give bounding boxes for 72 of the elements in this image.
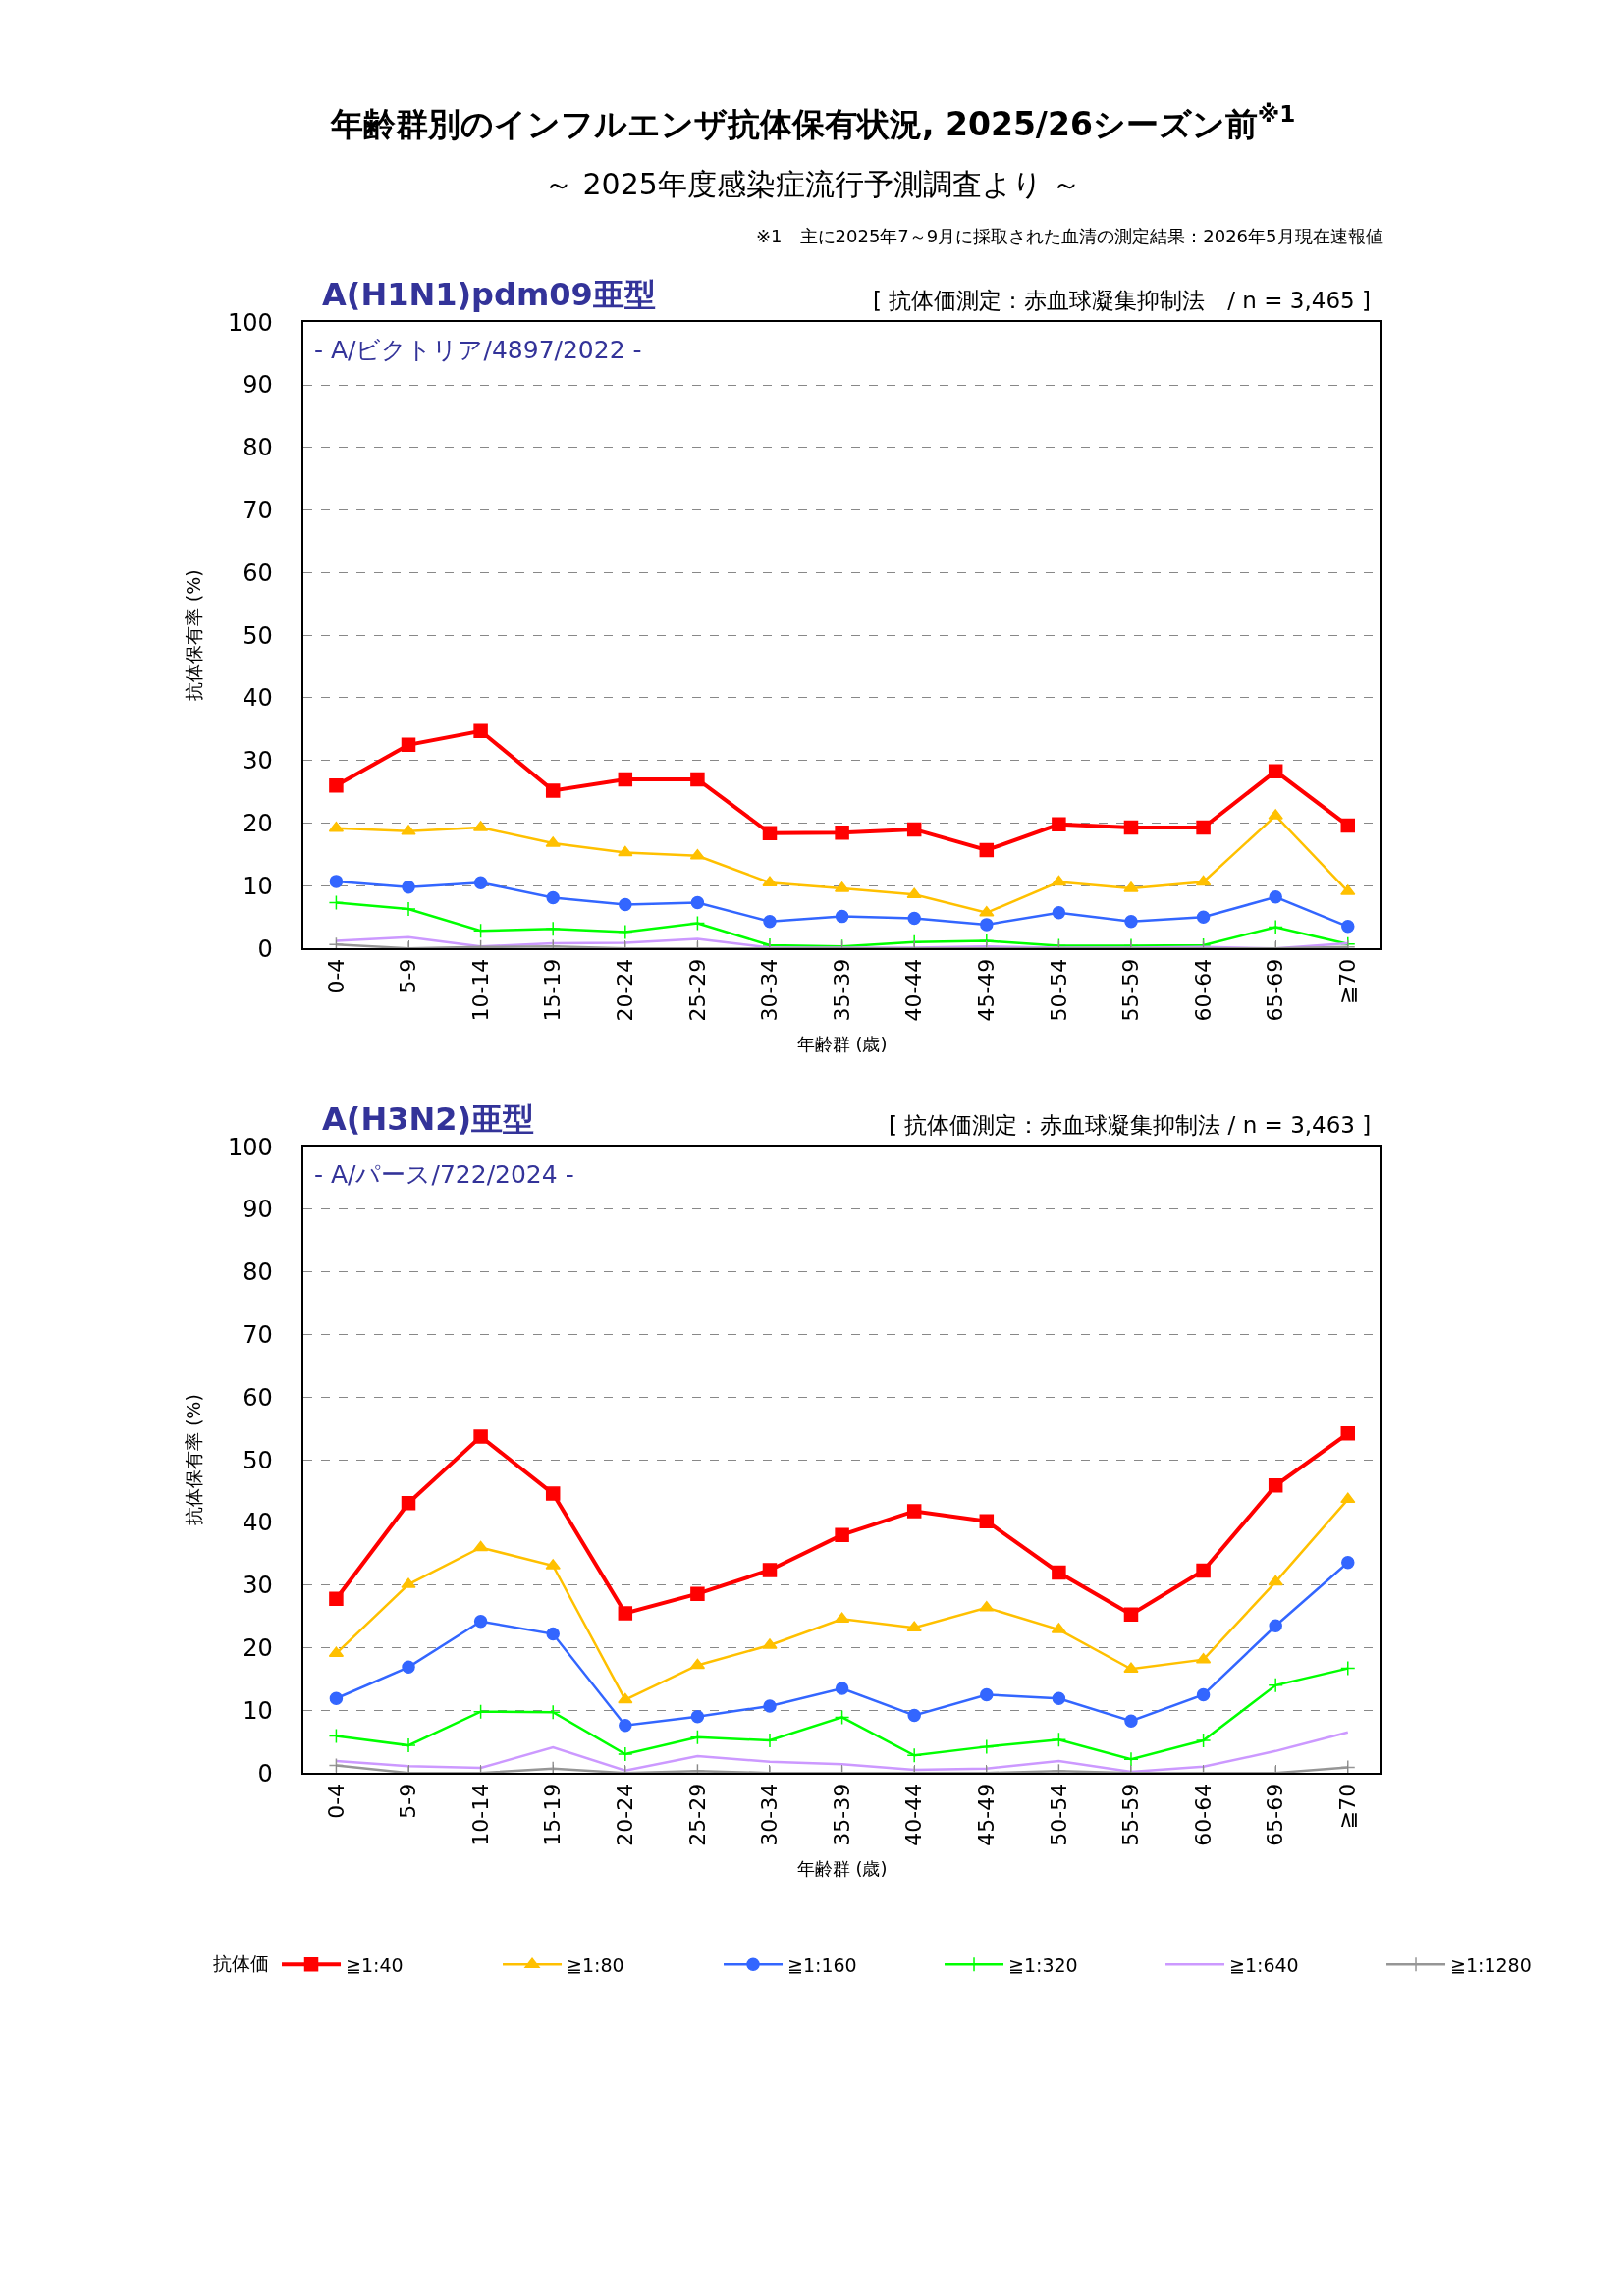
x-tick-label: 55-59 bbox=[1118, 958, 1144, 1022]
y-tick-label: 10 bbox=[243, 872, 273, 900]
legend-label: ≧1:40 bbox=[346, 1953, 404, 1976]
text: - A/ビクトリア/4897/2022 - bbox=[314, 336, 642, 364]
x-axis-title: 年齢群 (歳) bbox=[796, 1858, 888, 1880]
text: 年齢群別のインフルエンザ抗体保有状況, 2025/26シーズン前$^{※1}$ bbox=[330, 101, 1296, 143]
x-tick-label: 10-14 bbox=[467, 958, 493, 1022]
legend-label: ≧1:640 bbox=[1229, 1953, 1299, 1976]
x-tick-label: 40-44 bbox=[901, 1783, 927, 1846]
y-tick-label: 30 bbox=[243, 1572, 273, 1600]
text: [ 抗体価測定：赤血球凝集抑制法 / n = 3,465 ] bbox=[873, 288, 1371, 313]
y-tick-label: 70 bbox=[243, 1320, 273, 1349]
chart-title: A(H3N2)亜型 bbox=[322, 1100, 535, 1138]
x-tick-label: 60-64 bbox=[1190, 1783, 1216, 1846]
y-tick-label: 50 bbox=[243, 1446, 273, 1474]
y-tick-label: 80 bbox=[243, 434, 273, 462]
legend-label: ≧1:320 bbox=[1008, 1953, 1078, 1976]
x-tick-label: 45-49 bbox=[973, 1783, 999, 1846]
x-tick-label: 5-9 bbox=[396, 958, 421, 994]
chart-title: A(H1N1)pdm09亜型 bbox=[322, 276, 656, 313]
x-tick-label: 35-39 bbox=[829, 958, 854, 1022]
x-tick-label: 20-24 bbox=[612, 958, 637, 1022]
x-tick-label: 25-29 bbox=[684, 1783, 710, 1846]
text: ～ 2025年度感染症流行予測調査より ～ bbox=[544, 167, 1082, 201]
y-axis-title: 抗体保有率 (%) bbox=[183, 1394, 205, 1526]
x-tick-label: 25-29 bbox=[684, 958, 710, 1022]
legend-title: 抗体価 bbox=[213, 1952, 270, 1975]
x-tick-label: 30-34 bbox=[757, 958, 783, 1022]
y-tick-label: 70 bbox=[243, 497, 273, 525]
x-axis-title: 年齢群 (歳) bbox=[796, 1034, 888, 1055]
y-tick-label: 60 bbox=[243, 559, 273, 587]
y-tick-label: 40 bbox=[243, 1509, 273, 1537]
x-tick-label: 45-49 bbox=[973, 958, 999, 1022]
legend-label: ≧1:160 bbox=[787, 1953, 857, 1976]
y-tick-label: 0 bbox=[257, 1759, 273, 1788]
x-tick-label: 10-14 bbox=[467, 1783, 493, 1846]
y-tick-label: 40 bbox=[243, 684, 273, 713]
x-tick-label: 30-34 bbox=[757, 1783, 783, 1846]
text: ※1 主に2025年7～9月に採取された血清の測定結果：2026年5月現在速報値 bbox=[756, 226, 1383, 246]
y-tick-label: 0 bbox=[257, 934, 273, 963]
y-tick-label: 90 bbox=[243, 371, 273, 400]
x-tick-label: 65-69 bbox=[1263, 1783, 1288, 1846]
x-tick-label: 55-59 bbox=[1118, 1783, 1144, 1846]
x-tick-label: 60-64 bbox=[1190, 958, 1216, 1022]
x-tick-label: 20-24 bbox=[612, 1783, 637, 1846]
y-tick-label: 20 bbox=[243, 1633, 273, 1662]
x-tick-label: 0-4 bbox=[323, 1783, 349, 1819]
y-tick-label: 20 bbox=[243, 809, 273, 837]
text: - A/パース/722/2024 - bbox=[314, 1160, 574, 1189]
y-axis-title: 抗体保有率 (%) bbox=[183, 569, 205, 702]
y-tick-label: 60 bbox=[243, 1383, 273, 1412]
x-tick-label: 40-44 bbox=[901, 958, 927, 1022]
x-tick-label: 35-39 bbox=[829, 1783, 854, 1846]
legend-label: ≧1:1280 bbox=[1450, 1953, 1532, 1976]
y-tick-label: 90 bbox=[243, 1196, 273, 1224]
x-tick-label: 50-54 bbox=[1046, 1783, 1071, 1846]
y-tick-label: 80 bbox=[243, 1258, 273, 1287]
y-tick-label: 10 bbox=[243, 1696, 273, 1725]
legend-label: ≧1:80 bbox=[567, 1953, 624, 1976]
x-tick-label: ≧70 bbox=[1334, 958, 1360, 1005]
x-tick-label: 15-19 bbox=[540, 958, 566, 1022]
x-tick-label: 5-9 bbox=[396, 1783, 421, 1819]
y-tick-label: 50 bbox=[243, 621, 273, 650]
x-tick-label: 0-4 bbox=[323, 958, 349, 994]
x-tick-label: 65-69 bbox=[1263, 958, 1288, 1022]
text: [ 抗体価測定：赤血球凝集抑制法 / n = 3,463 ] bbox=[889, 1112, 1372, 1138]
y-tick-label: 100 bbox=[227, 1133, 273, 1161]
y-tick-label: 100 bbox=[227, 308, 273, 337]
x-tick-label: 50-54 bbox=[1046, 958, 1071, 1022]
x-tick-label: ≧70 bbox=[1334, 1783, 1360, 1830]
x-tick-label: 15-19 bbox=[540, 1783, 566, 1846]
y-tick-label: 30 bbox=[243, 747, 273, 775]
